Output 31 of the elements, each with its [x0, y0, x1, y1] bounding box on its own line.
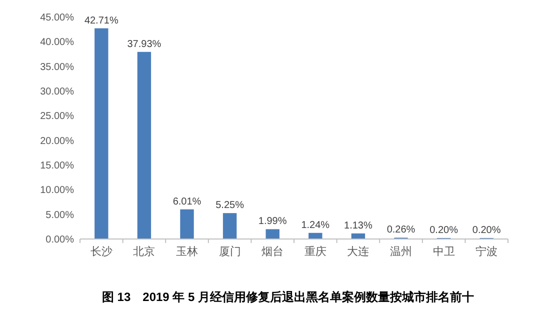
x-tick-label: 重庆 [304, 245, 326, 258]
y-tick-label: 35.00% [40, 62, 74, 73]
data-label: 42.71% [84, 15, 118, 26]
data-label: 0.20% [472, 225, 501, 236]
x-tick-label: 温州 [390, 245, 412, 258]
y-tick-label: 15.00% [40, 160, 74, 172]
x-tick-label: 玉林 [176, 245, 198, 258]
y-tick-label: 5.00% [46, 210, 74, 221]
y-tick-label: 30.00% [40, 86, 74, 98]
data-label: 6.01% [172, 196, 202, 208]
data-label: 1.24% [301, 220, 330, 231]
x-tick-label: 中卫 [432, 245, 455, 258]
x-tick-label: 烟台 [262, 245, 284, 258]
y-tick-label: 20.00% [40, 136, 74, 147]
data-label: 0.26% [386, 224, 416, 236]
y-tick-label: 0.00% [46, 234, 74, 246]
x-tick-label: 宁波 [476, 245, 498, 258]
x-tick-label: 厦门 [218, 245, 241, 258]
x-tick-label: 北京 [133, 245, 156, 258]
data-label: 1.99% [258, 216, 287, 228]
y-tick-label: 25.00% [40, 111, 74, 122]
y-tick-label: 45.00% [40, 12, 74, 24]
y-tick-label: 10.00% [40, 185, 74, 196]
y-tick-label: 40.00% [40, 37, 74, 48]
data-label: 1.13% [344, 220, 372, 232]
text: 图 13 2019 年 5 月经信用修复后退出黑名单案例数量按城市排名前十 [102, 290, 474, 304]
data-label: 37.93% [127, 38, 162, 50]
data-label: 0.20% [430, 225, 458, 236]
x-tick-label: 长沙 [90, 245, 112, 258]
x-tick-label: 大连 [347, 245, 370, 258]
data-label: 5.25% [216, 200, 244, 212]
